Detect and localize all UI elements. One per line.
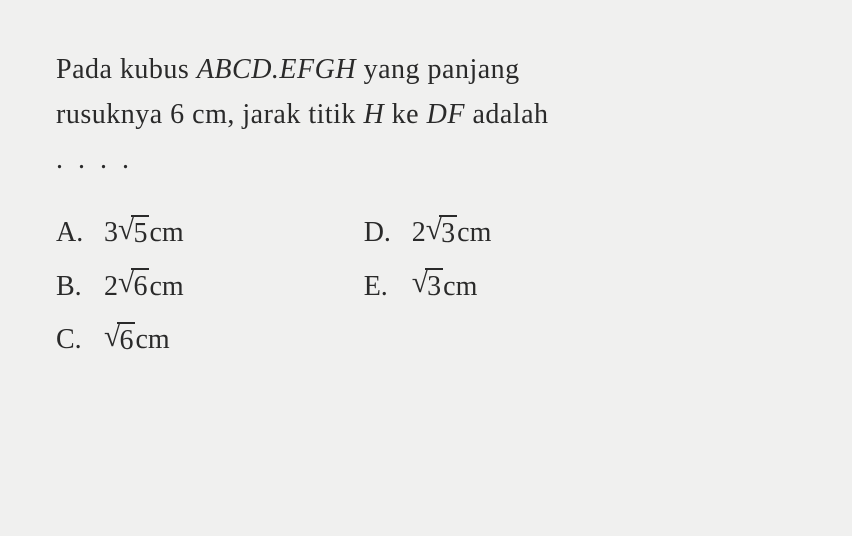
- option-d-unit: cm: [457, 206, 491, 259]
- option-c-unit: cm: [135, 313, 169, 366]
- option-c-label: C.: [56, 313, 104, 366]
- sqrt-icon: √6: [104, 322, 135, 358]
- option-c: C. √6 cm: [56, 313, 184, 366]
- q-line2-p2: ke: [384, 99, 426, 130]
- option-e-radicand: 3: [425, 268, 443, 304]
- option-b-radicand: 6: [131, 268, 149, 304]
- q-H: H: [363, 99, 384, 130]
- option-e-label: E.: [364, 260, 412, 313]
- sqrt-icon: √5: [118, 215, 149, 251]
- option-a-unit: cm: [149, 206, 183, 259]
- sqrt-icon: √3: [412, 268, 443, 304]
- option-e-value: √3 cm: [412, 260, 478, 313]
- option-d-radicand: 3: [439, 215, 457, 251]
- sqrt-icon: √3: [426, 215, 457, 251]
- option-a-label: A.: [56, 206, 104, 259]
- option-b: B. 2√6 cm: [56, 260, 184, 313]
- question-text: Pada kubus ABCD.EFGH yang panjang rusukn…: [56, 48, 796, 182]
- option-a-coeff: 3: [104, 206, 118, 259]
- option-d: D. 2√3 cm: [364, 206, 492, 259]
- option-e-unit: cm: [443, 260, 477, 313]
- q-line2-p3: adalah: [465, 99, 549, 130]
- option-c-value: √6 cm: [104, 313, 170, 366]
- option-e: E. √3 cm: [364, 260, 492, 313]
- q-line2-p1: rusuknya 6 cm, jarak titik: [56, 99, 363, 130]
- option-b-coeff: 2: [104, 260, 118, 313]
- option-b-label: B.: [56, 260, 104, 313]
- options-container: A. 3√5 cm B. 2√6 cm C. √6 cm D. 2√3 cm: [56, 206, 796, 366]
- option-c-radicand: 6: [117, 322, 135, 358]
- q-cube: ABCD.EFGH: [197, 54, 356, 85]
- option-a-radicand: 5: [131, 215, 149, 251]
- option-a: A. 3√5 cm: [56, 206, 184, 259]
- q-DF: DF: [427, 99, 465, 130]
- options-right-column: D. 2√3 cm E. √3 cm: [364, 206, 492, 366]
- q-part2: yang panjang: [356, 54, 520, 85]
- sqrt-icon: √6: [118, 268, 149, 304]
- q-part1: Pada kubus: [56, 54, 197, 85]
- option-b-unit: cm: [149, 260, 183, 313]
- option-b-value: 2√6 cm: [104, 260, 184, 313]
- options-left-column: A. 3√5 cm B. 2√6 cm C. √6 cm: [56, 206, 184, 366]
- option-d-value: 2√3 cm: [412, 206, 492, 259]
- q-dots: . . . .: [56, 144, 133, 175]
- option-d-label: D.: [364, 206, 412, 259]
- option-d-coeff: 2: [412, 206, 426, 259]
- option-a-value: 3√5 cm: [104, 206, 184, 259]
